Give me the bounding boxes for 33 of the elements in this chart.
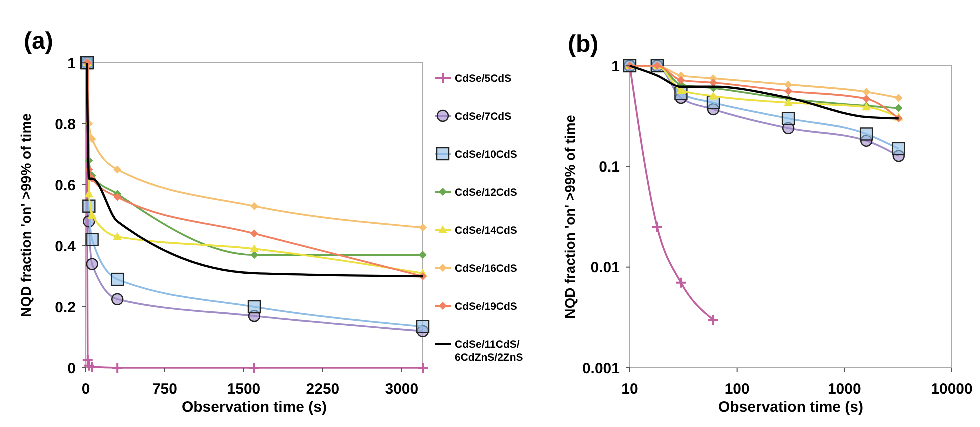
y-tick-label: 0.2 <box>55 299 76 316</box>
x-tick-label: 0 <box>82 381 90 398</box>
y-tick-label: 0.6 <box>55 177 76 194</box>
legend-label: CdSe/7CdS <box>455 111 512 123</box>
legend-label: CdSe/12CdS <box>455 187 518 199</box>
y-tick-label: 1 <box>612 58 620 76</box>
x-tick-label: 2250 <box>306 381 340 398</box>
y-tick-label: 0.01 <box>590 260 620 277</box>
legend-label: CdSe/5CdS <box>455 73 512 85</box>
chart-title: (b) <box>568 31 599 58</box>
x-tick-label: 10 <box>622 381 638 398</box>
x-tick-label: 3000 <box>385 381 419 398</box>
x-tick-label: 10000 <box>931 381 973 398</box>
x-tick-label: 100 <box>724 381 750 398</box>
legend-label: CdSe/10CdS <box>455 149 518 161</box>
y-tick-label: 0.1 <box>599 158 620 176</box>
legend-label: CdSe/16CdS <box>455 263 518 275</box>
legend-label: CdSe/19CdS <box>455 301 518 313</box>
y-tick-label: 0.001 <box>582 360 620 378</box>
chart-title: (a) <box>24 28 54 55</box>
y-tick-label: 0.4 <box>55 238 77 256</box>
x-tick-label: 1000 <box>828 381 862 398</box>
y-tick-label: 0.8 <box>55 116 76 134</box>
y-tick-label: 1 <box>68 55 76 72</box>
x-axis-title: Observation time (s) <box>182 399 328 416</box>
x-tick-label: 750 <box>152 381 178 398</box>
x-axis-title: Observation time (s) <box>718 399 864 416</box>
y-axis-title: NQD fraction 'on' >99% of time <box>562 114 578 319</box>
legend-label: CdSe/11CdS/6CdZnS/2ZnS <box>455 339 524 364</box>
x-tick-label: 1500 <box>227 381 261 398</box>
legend-label: CdSe/14CdS <box>455 225 518 237</box>
y-tick-label: 0 <box>68 360 76 378</box>
y-axis-title: NQD fraction 'on' >99% of time <box>18 113 34 318</box>
